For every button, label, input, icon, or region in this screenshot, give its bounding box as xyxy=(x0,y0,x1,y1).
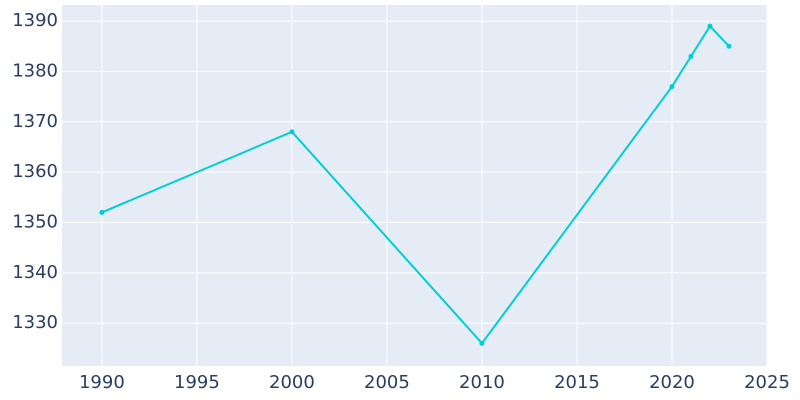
x-tick-label: 2010 xyxy=(459,372,505,393)
y-tick-label: 1370 xyxy=(12,111,58,132)
point xyxy=(479,340,485,346)
point xyxy=(289,129,295,135)
x-tick-label: 2020 xyxy=(649,372,695,393)
y-tick-label: 1380 xyxy=(12,60,58,81)
point xyxy=(669,84,675,90)
plot-area xyxy=(62,5,767,366)
y-tick-label: 1330 xyxy=(12,312,58,333)
x-tick-label: 2015 xyxy=(554,372,600,393)
y-tick-label: 1360 xyxy=(12,161,58,182)
y-tick-label: 1350 xyxy=(12,212,58,233)
point xyxy=(99,209,105,215)
y-tick-label: 1340 xyxy=(12,262,58,283)
point xyxy=(726,43,732,49)
x-tick-label: 1995 xyxy=(174,372,220,393)
point xyxy=(707,23,713,29)
x-tick-label: 2005 xyxy=(364,372,410,393)
point xyxy=(688,53,694,59)
y-tick-label: 1390 xyxy=(12,10,58,31)
x-tick-label: 2025 xyxy=(744,372,790,393)
x-tick-label: 1990 xyxy=(79,372,125,393)
x-tick-label: 2000 xyxy=(269,372,315,393)
